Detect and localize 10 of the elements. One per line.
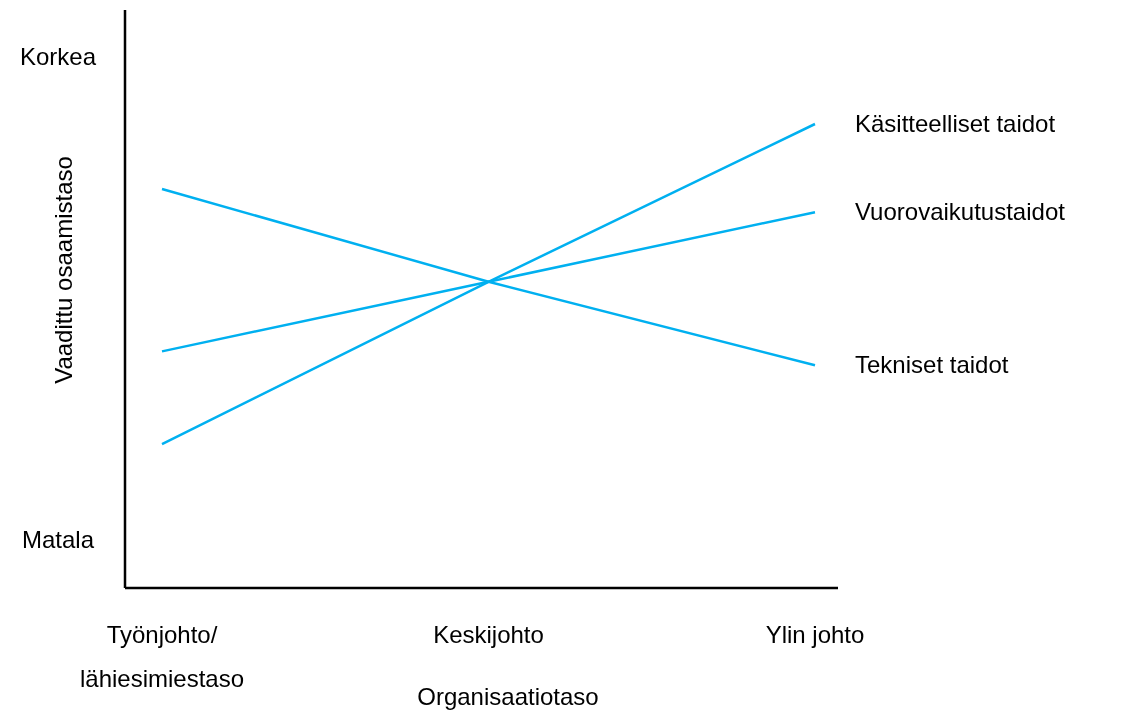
text: Korkea	[19, 43, 97, 70]
series-label: Vuorovaikutustaidot	[855, 198, 1066, 226]
text: Matala	[21, 526, 95, 553]
series-label: Tekniset taidot	[855, 351, 1009, 379]
x-tick-label: Ylin johto	[765, 621, 865, 648]
series-label: Käsitteelliset taidot	[855, 110, 1056, 137]
y-axis-title: Vaadittu osaamistaso	[50, 156, 77, 384]
x-tick-label: Keskijohto	[433, 621, 544, 648]
x-axis-title: Organisaatiotaso	[417, 683, 599, 710]
x-tick-label: Työnjohto/ lähiesimiestaso	[79, 621, 245, 692]
